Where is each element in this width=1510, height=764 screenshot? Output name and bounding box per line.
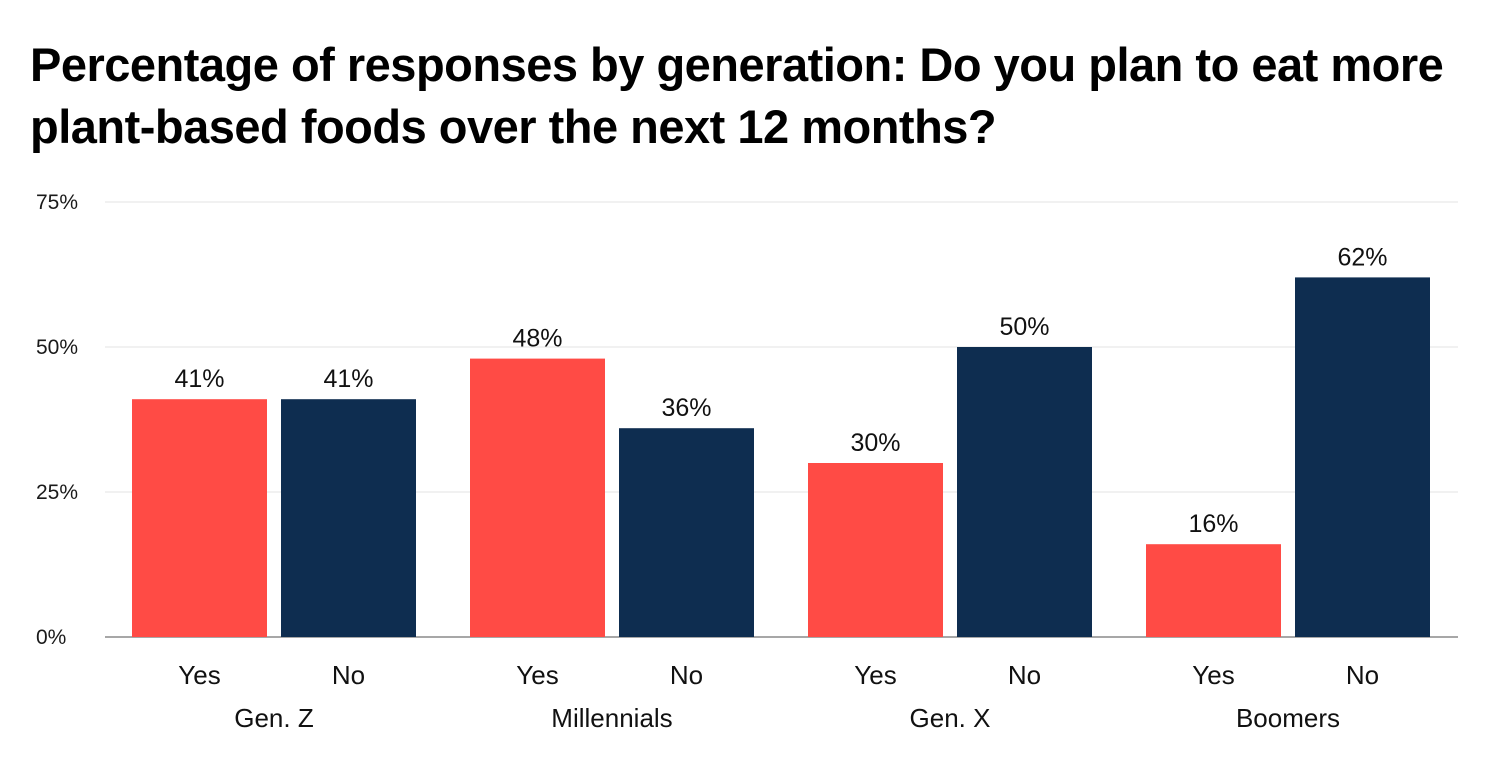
x-tick-label-yes: Yes	[1192, 660, 1234, 690]
x-tick-label-no: No	[1008, 660, 1041, 690]
bar-millennials-yes	[470, 358, 605, 637]
y-tick-label: 75%	[36, 191, 78, 214]
x-tick-label-yes: Yes	[854, 660, 896, 690]
data-label: 62%	[1337, 243, 1387, 271]
data-label: 48%	[512, 325, 562, 353]
data-label: 50%	[999, 313, 1049, 341]
bar-boomers-no	[1295, 277, 1430, 637]
group-label: Boomers	[1236, 703, 1340, 733]
group-label: Gen. Z	[234, 703, 314, 733]
x-axis: Yes No Gen. Z Yes No Millennials Yes No Gen. X Ye…	[178, 660, 1379, 733]
x-tick-label-no: No	[670, 660, 703, 690]
bar-gen-x-no	[957, 347, 1092, 637]
data-label: 36%	[661, 394, 711, 422]
chart-title: Percentage of responses by generation: D…	[30, 38, 1444, 153]
x-tick-label-no: No	[332, 660, 365, 690]
data-label: 41%	[174, 365, 224, 393]
bars	[132, 277, 1430, 637]
data-label: 30%	[850, 429, 900, 457]
x-tick-label-yes: Yes	[178, 660, 220, 690]
data-labels: 41% 41% 48% 36% 30% 50% 16% 62%	[174, 243, 1387, 538]
bar-millennials-no	[619, 428, 754, 637]
bar-gen-z-yes	[132, 399, 267, 637]
x-tick-label-no: No	[1346, 660, 1379, 690]
y-tick-label: 0%	[36, 626, 66, 649]
y-tick-label: 25%	[36, 481, 78, 504]
group-label: Millennials	[551, 703, 672, 733]
x-tick-label-yes: Yes	[516, 660, 558, 690]
data-label: 41%	[323, 365, 373, 393]
y-tick-label: 50%	[36, 336, 78, 359]
bar-gen-z-no	[281, 399, 416, 637]
y-axis: 0% 25% 50% 75%	[36, 191, 78, 649]
bar-boomers-yes	[1146, 544, 1281, 637]
bar-gen-x-yes	[808, 463, 943, 637]
group-label: Gen. X	[910, 703, 991, 733]
data-label: 16%	[1188, 510, 1238, 538]
